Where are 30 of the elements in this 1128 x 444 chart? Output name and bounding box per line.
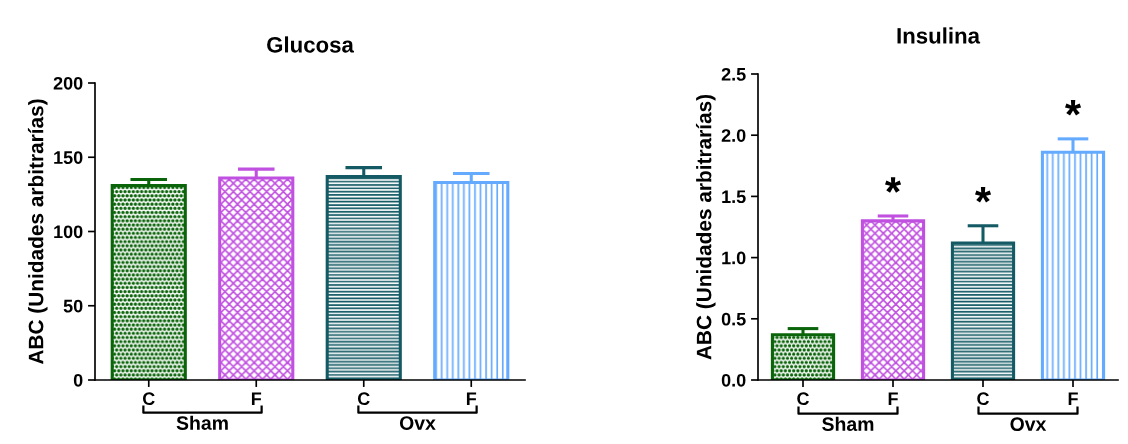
y-tick-label: 2.0 <box>721 129 746 142</box>
text: Ovx <box>399 416 436 430</box>
data-label: * <box>1065 100 1082 116</box>
y-axis-title: ABC (Unidades arbitrarías) <box>27 99 48 365</box>
y-tick-label: 150 <box>54 151 83 164</box>
x-tick-label: C <box>142 392 155 406</box>
x-tick-label: F <box>466 392 477 405</box>
y-tick-label: 1.5 <box>722 190 746 204</box>
x-tick-label: F <box>888 392 898 405</box>
y-tick-label: 50 <box>63 299 83 313</box>
y-tick-label: 200 <box>53 76 83 90</box>
x-tick-label: C <box>357 392 370 406</box>
x-tick-label: C <box>797 392 810 406</box>
y-axis-title: ABC (Unidades arbitrarías) <box>695 94 716 360</box>
x-tick-label: C <box>977 392 990 406</box>
x-tick-label: F <box>1068 392 1078 405</box>
y-tick-label: 100 <box>54 225 83 239</box>
chart-title: Glucosa <box>267 36 354 53</box>
y-tick-label: 2.5 <box>721 67 746 81</box>
text: Sham <box>176 415 228 430</box>
y-tick-label: 0.0 <box>721 373 746 387</box>
text: Ovx <box>1010 417 1047 431</box>
y-tick-label: 1.0 <box>722 251 746 265</box>
y-tick-label: 0.5 <box>721 312 746 326</box>
text: Sham <box>822 416 874 431</box>
data-label: * <box>975 186 992 203</box>
chart-title: Insulina <box>897 27 981 44</box>
x-tick-label: F <box>251 392 262 405</box>
data-label: * <box>885 177 902 193</box>
y-tick-label: 0 <box>73 373 83 387</box>
